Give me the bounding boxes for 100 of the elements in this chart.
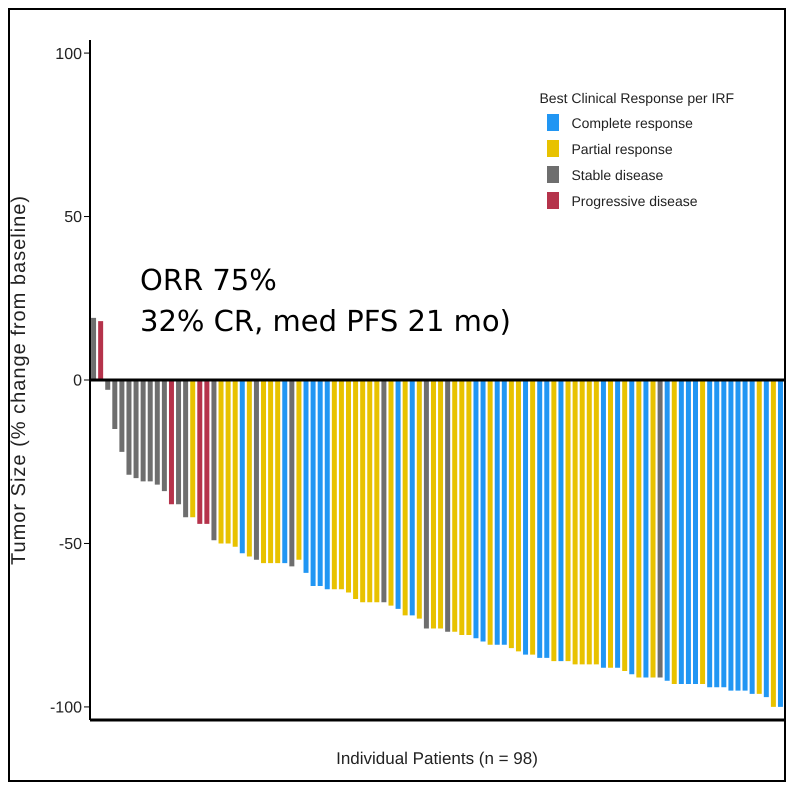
legend-label: Progressive disease [570,192,699,209]
bar [686,380,691,684]
bar [572,380,578,664]
bar [452,380,458,632]
bar [480,380,486,642]
bar [388,380,394,606]
bar [764,380,769,698]
bar [190,380,196,518]
bar [154,380,160,485]
bar [374,380,380,602]
bar [678,380,684,684]
bar [551,380,556,662]
bar [318,380,323,586]
bar [402,380,408,616]
bar [183,380,188,518]
bar [488,380,493,645]
bar [204,380,210,524]
bar [296,380,302,560]
bar [232,380,238,547]
bar [353,380,358,600]
bar [424,380,429,628]
bar [544,380,550,658]
bar [168,380,174,504]
bar [126,380,132,475]
bar [410,380,415,616]
x-axis-title: Individual Patients (n = 98) [336,749,538,768]
y-tick-label: 50 [64,209,82,226]
bar [254,380,259,560]
bar [197,380,202,524]
bar [218,380,224,544]
bar [289,380,294,566]
bar [438,380,444,628]
bar [473,380,478,638]
bar [523,380,528,655]
bar [650,380,656,678]
bar [396,380,401,609]
bar [367,380,372,602]
bar [346,380,351,592]
bar [586,380,592,664]
bar [466,380,472,635]
bar [226,380,231,544]
bar [742,380,748,691]
bar [338,380,344,590]
bar [119,380,124,452]
bar [750,380,755,694]
bar [148,380,153,482]
bar [246,380,252,557]
bar [275,380,280,564]
bar [608,380,614,668]
bar [310,380,316,586]
bar [282,380,288,564]
bar [430,380,436,628]
bar [700,380,706,684]
bar [756,380,762,694]
bar [600,380,606,668]
y-tick-label: -100 [50,700,82,717]
annotation: 32% CR, med PFS 21 mo) [140,303,511,340]
y-axis-title: Tumor Size (% change from baseline) [8,195,30,565]
bar [566,380,571,662]
bar [636,380,642,678]
bar [98,321,104,380]
bar [502,380,507,645]
bar [558,380,564,662]
bar [140,380,146,482]
bar [664,380,670,681]
y-tick-label: -50 [58,536,82,554]
y-tick-label: 0 [73,372,82,390]
bar [778,380,783,707]
bar [261,380,266,564]
y-tick-label: 100 [55,46,82,63]
bar [211,380,216,540]
bar [594,380,599,664]
bar [530,380,536,655]
bar [324,380,330,590]
bar [580,380,585,664]
bar [134,380,139,478]
bar [240,380,245,554]
bar [112,380,118,430]
annotation: ORR 75% [140,262,278,299]
bar [714,380,720,688]
bar [91,318,96,380]
bar [416,380,422,619]
bar [332,380,337,590]
legend-label: Partial response [570,140,674,157]
bar [360,380,366,602]
bar [508,380,514,648]
bar [658,380,663,678]
bar [459,380,464,635]
bar [445,380,450,632]
bar [672,380,677,684]
bar [721,380,726,688]
legend-label: Complete response [570,114,694,131]
bar [615,380,620,668]
bar [707,380,712,688]
bar [735,380,740,691]
bar [381,380,386,602]
bar [516,380,521,652]
bar [162,380,167,492]
bar [693,380,698,684]
bar [728,380,734,691]
